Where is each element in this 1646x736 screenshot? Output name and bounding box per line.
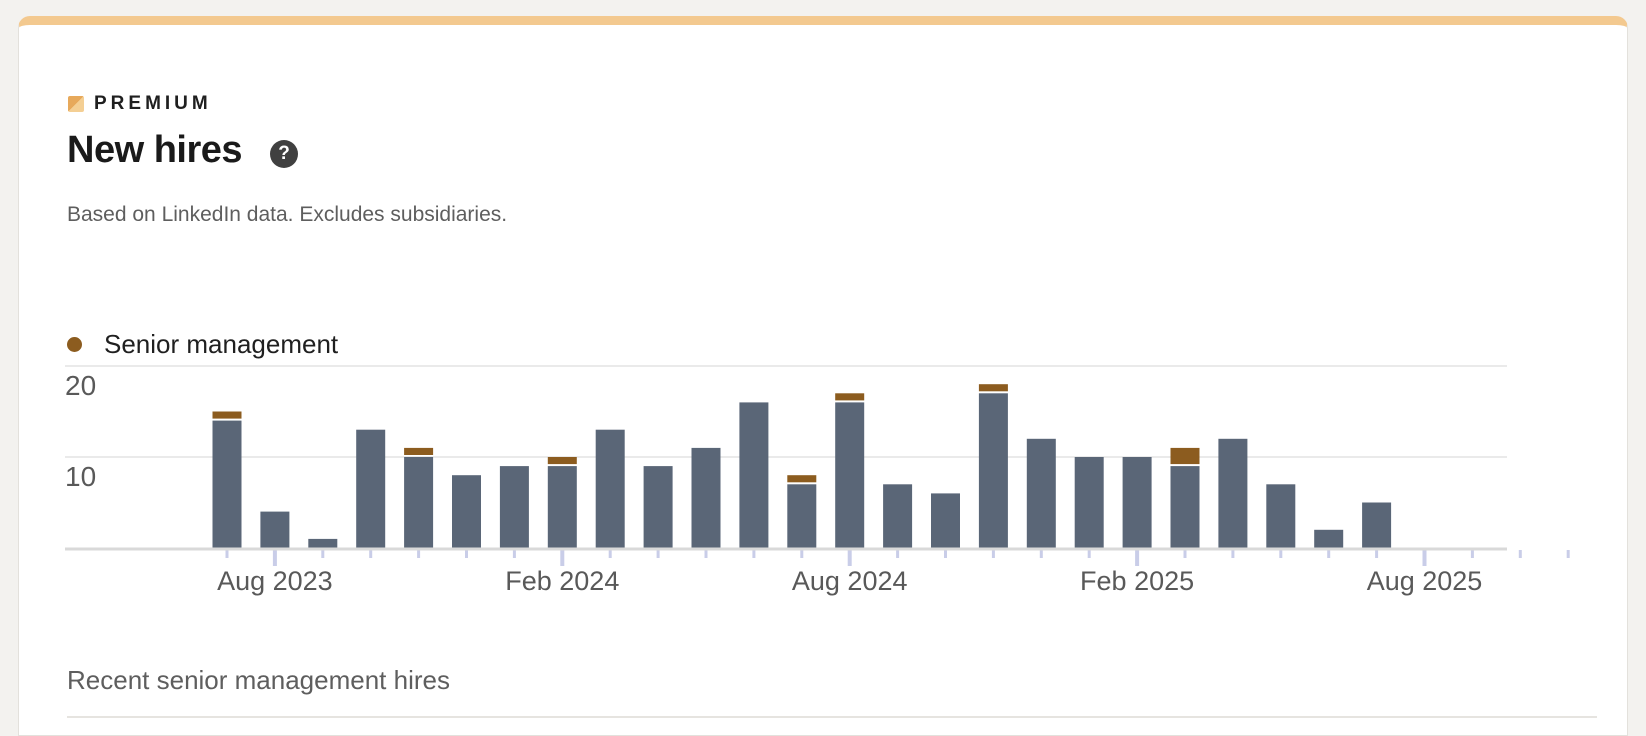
x-tick-label: Aug 2023 bbox=[217, 566, 333, 596]
bar-other-hires[interactable] bbox=[547, 466, 577, 548]
help-icon[interactable]: ? bbox=[270, 139, 299, 168]
bar-other-hires[interactable] bbox=[1122, 457, 1152, 548]
y-tick-label: 10 bbox=[65, 461, 96, 492]
premium-label: PREMIUM bbox=[94, 93, 212, 114]
bar-senior-management[interactable] bbox=[1170, 447, 1200, 465]
bar-other-hires[interactable] bbox=[835, 402, 865, 548]
bar-other-hires[interactable] bbox=[1170, 466, 1200, 548]
bar-other-hires[interactable] bbox=[1266, 484, 1296, 548]
new-hires-card: PREMIUM New hires ? Based on LinkedIn da… bbox=[18, 16, 1628, 736]
y-tick-label: 20 bbox=[65, 370, 96, 401]
x-tick-label: Aug 2025 bbox=[1367, 566, 1483, 596]
card-title: New hires bbox=[67, 129, 243, 171]
bar-other-hires[interactable] bbox=[978, 393, 1008, 548]
bar-senior-management[interactable] bbox=[212, 411, 242, 419]
bar-other-hires[interactable] bbox=[1362, 502, 1392, 549]
bar-other-hires[interactable] bbox=[452, 475, 481, 548]
bar-other-hires[interactable] bbox=[1218, 438, 1248, 548]
bar-other-hires[interactable] bbox=[691, 447, 721, 548]
bar-other-hires[interactable] bbox=[404, 457, 434, 548]
card-subtitle: Based on LinkedIn data. Excludes subsidi… bbox=[67, 203, 508, 226]
bar-other-hires[interactable] bbox=[787, 484, 817, 548]
premium-tag: PREMIUM bbox=[68, 93, 212, 115]
bar-senior-management[interactable] bbox=[787, 475, 817, 483]
x-tick-label: Feb 2024 bbox=[505, 566, 619, 596]
bar-other-hires[interactable] bbox=[499, 466, 529, 548]
legend-swatch-senior-management bbox=[67, 337, 82, 352]
bar-senior-management[interactable] bbox=[978, 384, 1008, 392]
bar-other-hires[interactable] bbox=[308, 538, 338, 548]
bar-other-hires[interactable] bbox=[260, 511, 290, 548]
section-divider bbox=[67, 716, 1597, 718]
bar-other-hires[interactable] bbox=[883, 484, 913, 548]
new-hires-bar-chart: 10 20 Aug 2023 Feb 2024 Aug 2024 Feb 2025 Aug … bbox=[65, 365, 1570, 596]
premium-badge-icon bbox=[68, 96, 84, 112]
bar-senior-management[interactable] bbox=[547, 457, 577, 465]
bar-other-hires[interactable] bbox=[212, 420, 242, 548]
legend-label-senior-management: Senior management bbox=[104, 329, 339, 359]
bar-other-hires[interactable] bbox=[356, 429, 386, 548]
bar-other-hires[interactable] bbox=[1026, 438, 1056, 548]
bar-other-hires[interactable] bbox=[1074, 457, 1104, 548]
recent-hires-heading: Recent senior management hires bbox=[67, 665, 450, 695]
bar-senior-management[interactable] bbox=[835, 393, 865, 401]
x-tick-label: Feb 2025 bbox=[1080, 566, 1194, 596]
bar-other-hires[interactable] bbox=[643, 466, 673, 548]
bar-other-hires[interactable] bbox=[1314, 529, 1344, 548]
x-tick-label: Aug 2024 bbox=[792, 566, 908, 596]
bar-other-hires[interactable] bbox=[739, 402, 769, 548]
title-row: New hires ? bbox=[67, 129, 299, 172]
bar-other-hires[interactable] bbox=[931, 493, 960, 548]
chart-legend: Senior management bbox=[67, 329, 338, 360]
bar-senior-management[interactable] bbox=[404, 447, 434, 455]
bar-other-hires[interactable] bbox=[595, 429, 625, 548]
